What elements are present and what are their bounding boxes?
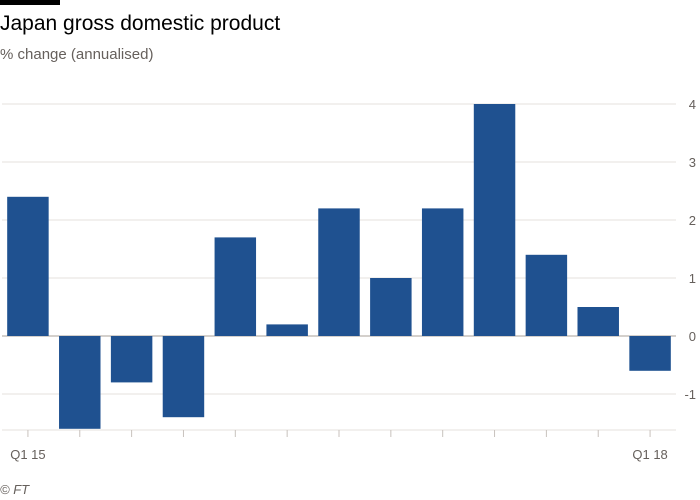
x-tick-label: Q1 18 bbox=[632, 447, 667, 462]
x-tick-label: Q1 15 bbox=[10, 447, 45, 462]
y-tick-label: 4 bbox=[689, 97, 696, 112]
source-credit: © FT bbox=[0, 482, 30, 497]
bar bbox=[214, 237, 257, 336]
bar bbox=[577, 307, 619, 336]
bar bbox=[318, 208, 360, 336]
bar bbox=[266, 324, 308, 336]
axes: -1 0 1 2 3 4 Q1 15 Q1 18 bbox=[2, 97, 696, 462]
chart-subtitle: % change (annualised) bbox=[0, 46, 154, 63]
y-tick-label: 3 bbox=[689, 155, 696, 170]
bar bbox=[525, 254, 568, 336]
bar bbox=[629, 336, 671, 371]
top-rule bbox=[0, 0, 60, 5]
y-tick-label: 0 bbox=[689, 329, 696, 344]
y-tick-label: -1 bbox=[684, 387, 696, 402]
bar bbox=[162, 336, 205, 418]
bar bbox=[110, 336, 153, 383]
y-tick-label: 2 bbox=[689, 213, 696, 228]
bar bbox=[7, 196, 49, 336]
bar bbox=[421, 208, 464, 336]
bar bbox=[370, 278, 412, 336]
bar bbox=[473, 104, 516, 336]
chart-title: Japan gross domestic product bbox=[0, 12, 281, 35]
y-tick-label: 1 bbox=[689, 271, 696, 286]
bars bbox=[7, 104, 671, 429]
bar bbox=[59, 336, 101, 429]
